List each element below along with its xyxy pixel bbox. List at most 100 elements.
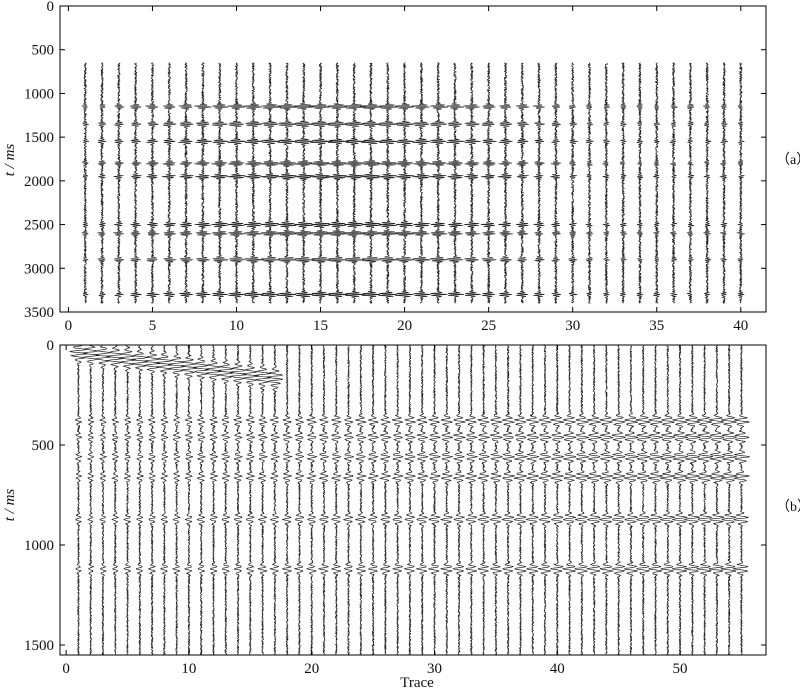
seismic-trace <box>568 62 578 304</box>
x-tick-label: 10 <box>181 661 196 677</box>
y-tick-label: 3000 <box>24 261 54 277</box>
x-tick-label: 40 <box>550 661 565 677</box>
y-tick-label: 2500 <box>24 218 54 234</box>
seismic-trace <box>143 344 161 656</box>
seismic-trace <box>391 344 404 656</box>
seismic-trace <box>343 344 354 656</box>
seismic-trace <box>210 62 230 304</box>
panel-b-y-axis: 0 500 1000 1500 <box>24 338 766 654</box>
seismic-trace <box>294 344 305 656</box>
seismic-trace <box>672 344 689 656</box>
seismic-trace <box>131 344 149 656</box>
y-tick-label: 3500 <box>24 305 54 321</box>
seismic-trace <box>463 62 481 304</box>
x-tick-label: 0 <box>62 661 70 677</box>
seismic-trace <box>611 344 626 656</box>
seismic-trace <box>660 344 676 656</box>
panel-a-traces <box>81 62 745 304</box>
seismic-trace <box>686 62 695 304</box>
seismic-trace <box>242 344 260 656</box>
seismic-trace <box>623 344 639 656</box>
seismic-trace <box>376 62 399 304</box>
panel-b-frame <box>59 344 767 656</box>
seismic-trace <box>266 344 284 656</box>
x-tick-label: 30 <box>427 661 442 677</box>
seismic-trace <box>550 344 565 656</box>
seismic-trace <box>464 344 478 656</box>
seismic-trace <box>394 62 415 304</box>
seismic-trace <box>229 344 247 656</box>
seismic-trace <box>359 62 382 304</box>
seismic-trace <box>703 62 712 304</box>
seismic-trace <box>653 62 661 304</box>
seismic-trace <box>696 344 714 656</box>
seismic-trace <box>81 62 90 304</box>
seismic-trace <box>106 344 124 656</box>
seismic-trace <box>602 62 611 304</box>
seismic-trace <box>309 62 333 304</box>
y-tick-label: 1000 <box>24 86 54 102</box>
seismic-trace <box>585 62 594 304</box>
panel-b-xlabel: Trace <box>400 675 434 691</box>
x-tick-label: 5 <box>149 318 157 334</box>
seismic-trace <box>736 62 745 304</box>
seismic-trace <box>619 62 628 304</box>
seismic-trace <box>243 62 264 304</box>
seismic-trace <box>156 344 173 656</box>
panel-a-x-axis: 0 5 10 15 20 25 30 35 40 <box>65 6 748 334</box>
seismic-trace <box>82 344 100 656</box>
seismic-trace <box>281 344 293 656</box>
seismic-trace <box>497 62 514 304</box>
seismic-trace <box>331 344 342 656</box>
panel-a-y-axis: 0 500 1000 1500 2000 2500 3000 3500 <box>24 0 766 321</box>
seismic-trace <box>118 344 137 656</box>
seismic-trace <box>275 62 298 304</box>
seismic-trace <box>538 344 552 656</box>
seismic-trace <box>598 344 614 656</box>
seismic-trace <box>205 344 222 656</box>
y-tick-label: 1000 <box>24 538 54 554</box>
x-tick-label: 10 <box>229 318 244 334</box>
seismic-trace <box>343 62 366 304</box>
seismic-trace <box>489 344 503 656</box>
seismic-trace <box>440 344 454 656</box>
seismic-trace <box>178 62 194 304</box>
seismic-trace <box>69 344 88 656</box>
seismic-trace <box>550 62 562 304</box>
seismic-trace <box>194 62 213 304</box>
seismic-trace <box>477 344 491 656</box>
seismic-trace <box>259 62 282 304</box>
seismic-trace <box>719 62 728 304</box>
x-tick-label: 30 <box>565 318 580 334</box>
seismic-trace <box>732 344 750 656</box>
x-tick-label: 15 <box>313 318 328 334</box>
seismic-trace <box>145 62 160 304</box>
seismic-trace <box>367 344 379 656</box>
seismic-trace <box>525 344 540 656</box>
seismic-trace <box>404 344 416 656</box>
seismic-trace <box>501 344 515 656</box>
seismic-trace <box>574 344 590 656</box>
seismic-trace <box>161 62 177 304</box>
seismic-trace <box>192 344 210 656</box>
seismic-trace <box>532 62 545 304</box>
x-tick-label: 25 <box>481 318 496 334</box>
y-tick-label: 0 <box>47 0 55 15</box>
panel-b-label: （b） <box>776 499 800 515</box>
seismic-trace <box>647 344 664 656</box>
seismic-trace <box>720 344 738 656</box>
seismic-trace <box>683 344 701 656</box>
seismic-trace <box>180 344 198 656</box>
seismic-trace <box>636 62 644 304</box>
seismic-trace <box>325 62 350 304</box>
seismic-trace <box>113 62 125 304</box>
seismic-trace <box>452 344 466 656</box>
seismic-trace <box>94 344 112 656</box>
y-tick-label: 2000 <box>24 174 54 190</box>
seismic-trace <box>416 344 429 656</box>
panel-a-frame <box>59 5 767 313</box>
seismic-trace <box>355 344 367 656</box>
y-tick-label: 500 <box>32 43 55 59</box>
seismic-trace <box>513 344 528 656</box>
